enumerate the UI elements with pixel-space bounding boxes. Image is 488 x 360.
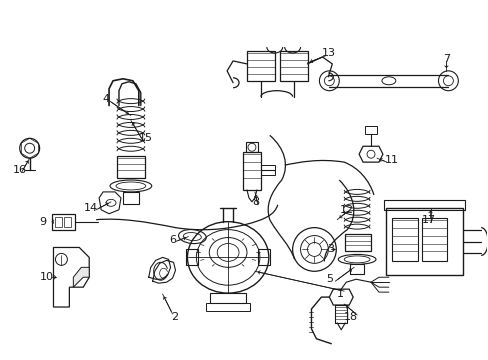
- Text: 16: 16: [13, 165, 27, 175]
- Text: 18: 18: [344, 312, 358, 322]
- Text: 12: 12: [340, 205, 353, 215]
- Text: 15: 15: [139, 133, 153, 143]
- Text: 2: 2: [171, 312, 178, 322]
- Text: 5: 5: [325, 274, 332, 284]
- Bar: [245, 142, 257, 152]
- Bar: [385, 208, 462, 275]
- Text: 17: 17: [421, 215, 435, 225]
- Bar: [55, 217, 62, 227]
- Bar: [365, 126, 376, 134]
- Text: 14: 14: [84, 203, 98, 213]
- Text: 4: 4: [102, 94, 109, 104]
- Bar: [345, 234, 370, 251]
- Bar: [279, 51, 307, 81]
- Bar: [51, 214, 75, 230]
- Bar: [210, 293, 245, 303]
- Bar: [122, 192, 139, 204]
- Bar: [349, 264, 364, 274]
- Bar: [391, 218, 417, 261]
- Bar: [421, 218, 447, 261]
- Text: 8: 8: [252, 197, 259, 207]
- Polygon shape: [73, 267, 89, 287]
- Bar: [243, 152, 260, 190]
- Text: 1: 1: [337, 289, 344, 299]
- Bar: [383, 200, 464, 210]
- Bar: [186, 249, 198, 265]
- Text: 11: 11: [384, 155, 398, 165]
- Bar: [206, 303, 249, 311]
- Bar: [64, 217, 71, 227]
- Text: 10: 10: [40, 272, 54, 282]
- Text: 13: 13: [321, 48, 335, 58]
- Bar: [260, 165, 274, 175]
- Bar: [117, 156, 144, 178]
- Text: 3: 3: [326, 244, 334, 255]
- Bar: [335, 305, 346, 323]
- Bar: [246, 51, 274, 81]
- Text: 7: 7: [442, 54, 449, 64]
- Bar: [257, 249, 269, 265]
- Text: 6: 6: [169, 234, 176, 244]
- Text: 9: 9: [40, 217, 47, 227]
